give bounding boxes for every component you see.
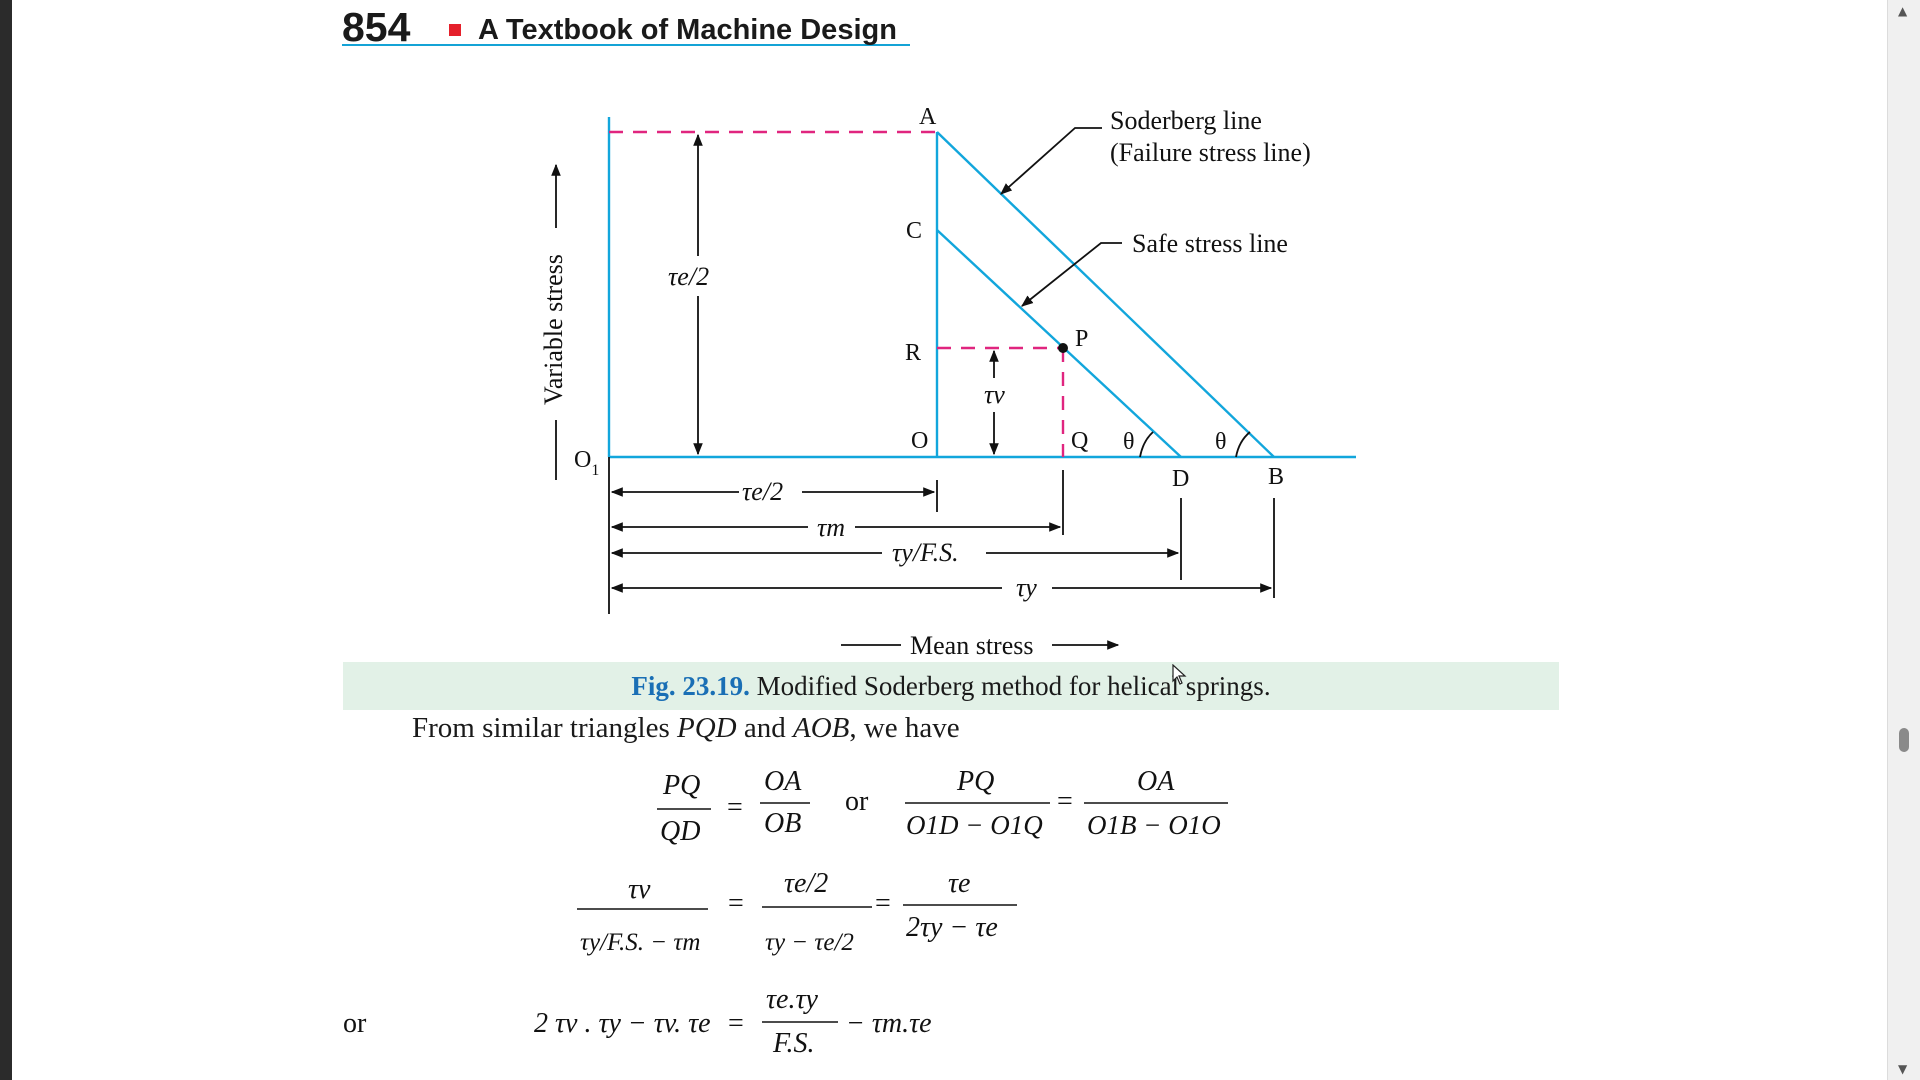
eq1-left-den: QD	[660, 816, 700, 847]
svg-text:=: =	[728, 888, 744, 919]
document-page: 854 A Textbook of Machine Design	[12, 0, 1888, 1080]
scroll-up-icon[interactable]: ▲	[1898, 4, 1908, 18]
eq1-far-num: OA	[1137, 766, 1175, 797]
figure-caption: Fig. 23.19. Modified Soderberg method fo…	[343, 662, 1559, 710]
x-axis-label: Mean stress	[910, 631, 1033, 660]
eq3-den: F.S.	[772, 1028, 815, 1059]
dim-tm: τm	[817, 513, 845, 542]
mouse-cursor-icon	[1172, 664, 1187, 685]
theta-label-1: θ	[1123, 429, 1135, 455]
soderberg-line-label: Soderberg line	[1110, 106, 1262, 135]
theta-label-2: θ	[1215, 429, 1227, 455]
point-o1-label: O1	[574, 447, 599, 479]
body-sentence: From similar triangles PQD and AOB, we h…	[412, 712, 960, 744]
svg-text:=: =	[727, 792, 743, 823]
eq3-lhs: 2 τv . τy − τv. τe	[534, 1008, 711, 1039]
point-b-label: B	[1268, 464, 1284, 490]
point-o-label: O	[911, 428, 928, 454]
soderberg-diagram: A C R O O1 P Q D B θ θ Soderberg line (F…	[343, 104, 1356, 1059]
caption-text: Modified Soderberg method for helical sp…	[749, 671, 1271, 701]
point-c-label: C	[906, 218, 922, 244]
svg-text:=: =	[1057, 786, 1073, 817]
header-bullet-icon	[449, 24, 461, 36]
point-p-marker	[1058, 343, 1068, 353]
eq1-left-num: PQ	[662, 770, 700, 801]
point-p-label: P	[1075, 326, 1088, 352]
dim-ty: τy	[1016, 573, 1037, 602]
eq2-mid-num: τe/2	[784, 868, 828, 899]
soderberg-line-sublabel: (Failure stress line)	[1110, 138, 1311, 167]
dim-ty-fs: τy/F.S.	[892, 538, 959, 567]
eq2-mid-den: τy − τe/2	[765, 929, 854, 956]
dim-te2-horizontal: τe/2	[742, 477, 783, 506]
page-number: 854	[342, 4, 411, 50]
soderberg-line	[936, 131, 1275, 458]
eq1-far-den: O1B − O1O	[1087, 810, 1221, 840]
caption-label: Fig. 23.19.	[631, 671, 750, 701]
eq3-num: τe.τy	[766, 984, 818, 1015]
point-d-label: D	[1172, 466, 1189, 492]
soderberg-leader	[1000, 127, 1102, 195]
svg-text:=: =	[728, 1008, 744, 1039]
svg-text:=: =	[875, 888, 891, 919]
safe-stress-leader	[1021, 242, 1122, 307]
dim-tv: τv	[984, 380, 1005, 409]
scroll-down-icon[interactable]: ▼	[1898, 1062, 1908, 1076]
eq2-left-den: τy/F.S. − τm	[580, 929, 700, 956]
vertical-scrollbar[interactable]: ▲ ▼	[1887, 0, 1920, 1080]
page-header: 854 A Textbook of Machine Design	[342, 2, 910, 50]
dim-te2-vertical: τe/2	[668, 262, 709, 291]
book-title: A Textbook of Machine Design	[478, 14, 897, 46]
eq3-tail: − τm.τe	[846, 1008, 932, 1039]
eq1-right-den: O1D − O1Q	[906, 810, 1043, 840]
eq2-left-num: τv	[628, 874, 651, 905]
safe-stress-line	[936, 229, 1182, 458]
eq3-or: or	[343, 1008, 367, 1039]
eq1-mid-den: OB	[764, 808, 801, 839]
window-left-edge	[0, 0, 12, 1080]
eq1-or: or	[845, 786, 869, 817]
eq2-right-num: τe	[948, 868, 970, 899]
eq1-right-num: PQ	[956, 766, 994, 797]
point-a-label: A	[919, 104, 937, 130]
point-q-label: Q	[1071, 428, 1088, 454]
point-r-label: R	[905, 340, 921, 366]
safe-stress-line-label: Safe stress line	[1132, 229, 1288, 258]
scrollbar-thumb[interactable]	[1899, 728, 1909, 752]
y-axis-label: Variable stress	[539, 254, 568, 405]
eq1-mid-num: OA	[764, 766, 802, 797]
eq2-right-den: 2τy − τe	[906, 912, 998, 943]
